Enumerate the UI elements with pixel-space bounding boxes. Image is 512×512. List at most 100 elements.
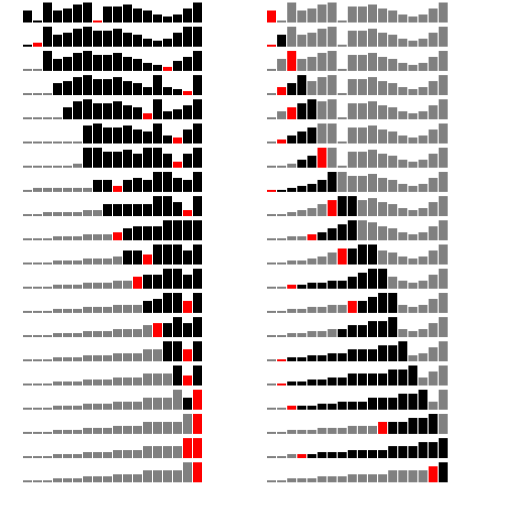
- bar: [73, 429, 82, 434]
- bar: [133, 107, 142, 120]
- bar: [277, 189, 287, 192]
- left-step-17: [23, 389, 202, 410]
- bar: [317, 256, 327, 265]
- bar: [428, 298, 438, 313]
- bar: [193, 341, 202, 362]
- bar: [143, 62, 152, 71]
- bar: [388, 204, 398, 217]
- bar: [153, 14, 162, 23]
- bar: [408, 40, 418, 47]
- bar: [408, 210, 418, 217]
- bar: [388, 155, 398, 168]
- bar: [297, 131, 307, 144]
- bar: [23, 10, 32, 23]
- bar: [327, 427, 337, 434]
- bar: [133, 250, 142, 265]
- bar: [438, 389, 448, 410]
- bar: [153, 323, 162, 338]
- bar: [113, 304, 122, 313]
- bar: [388, 369, 398, 386]
- bar: [133, 401, 142, 410]
- bar: [388, 317, 398, 338]
- bar: [428, 371, 438, 386]
- bar: [317, 204, 327, 217]
- bar: [63, 284, 72, 289]
- bar: [368, 268, 377, 289]
- bar: [267, 189, 276, 192]
- bar: [297, 34, 307, 47]
- bar: [368, 425, 377, 434]
- left-step-5: [23, 99, 202, 120]
- bar: [43, 286, 52, 289]
- bar: [73, 236, 82, 241]
- bar: [33, 310, 42, 313]
- bar: [378, 105, 388, 120]
- bar: [73, 260, 82, 265]
- bar: [23, 68, 32, 71]
- bar: [53, 165, 62, 168]
- bar: [43, 2, 52, 23]
- bar: [23, 189, 32, 192]
- bar: [378, 474, 388, 483]
- bar: [267, 431, 276, 434]
- bar: [163, 153, 172, 168]
- right-step-11: [267, 244, 448, 265]
- bar: [287, 333, 297, 338]
- bar: [418, 111, 428, 120]
- bar: [133, 226, 142, 241]
- bar: [183, 349, 192, 362]
- bar: [63, 212, 72, 217]
- bar: [133, 8, 142, 23]
- bar: [337, 141, 347, 144]
- bar: [103, 452, 112, 459]
- bar: [327, 228, 337, 241]
- bar: [63, 8, 72, 23]
- bar: [73, 187, 82, 192]
- bar: [327, 123, 337, 144]
- bar: [43, 262, 52, 265]
- bar: [378, 81, 388, 96]
- bar: [297, 103, 307, 120]
- bar: [83, 355, 92, 362]
- bar: [287, 83, 297, 96]
- bar: [83, 234, 92, 241]
- bar: [143, 204, 152, 217]
- bar: [368, 198, 377, 217]
- bar: [388, 276, 398, 289]
- bar: [267, 44, 276, 47]
- left-step-4: [23, 75, 202, 96]
- bar: [378, 321, 388, 338]
- bar: [438, 365, 448, 386]
- bar: [297, 478, 307, 483]
- bar: [113, 280, 122, 289]
- bar: [428, 442, 438, 459]
- bar: [53, 357, 62, 362]
- bar: [307, 81, 317, 96]
- bar: [287, 429, 297, 434]
- bar: [73, 28, 82, 47]
- bar: [103, 6, 112, 23]
- bar: [287, 381, 297, 386]
- bar: [173, 365, 182, 386]
- bar: [378, 250, 388, 265]
- bar: [33, 286, 42, 289]
- bar: [183, 323, 192, 338]
- bar: [327, 50, 337, 71]
- bar: [143, 254, 152, 265]
- bar: [143, 274, 152, 289]
- bar: [123, 474, 132, 483]
- bar: [173, 202, 182, 217]
- bar: [113, 127, 122, 144]
- bar: [123, 228, 132, 241]
- bar: [418, 38, 428, 47]
- bar: [378, 345, 388, 362]
- bar: [438, 341, 448, 362]
- bar: [53, 83, 62, 96]
- bar: [103, 54, 112, 71]
- bar: [63, 429, 72, 434]
- bar: [277, 165, 287, 168]
- bar: [103, 355, 112, 362]
- bar: [143, 38, 152, 47]
- bar: [287, 187, 297, 192]
- bar: [267, 383, 276, 386]
